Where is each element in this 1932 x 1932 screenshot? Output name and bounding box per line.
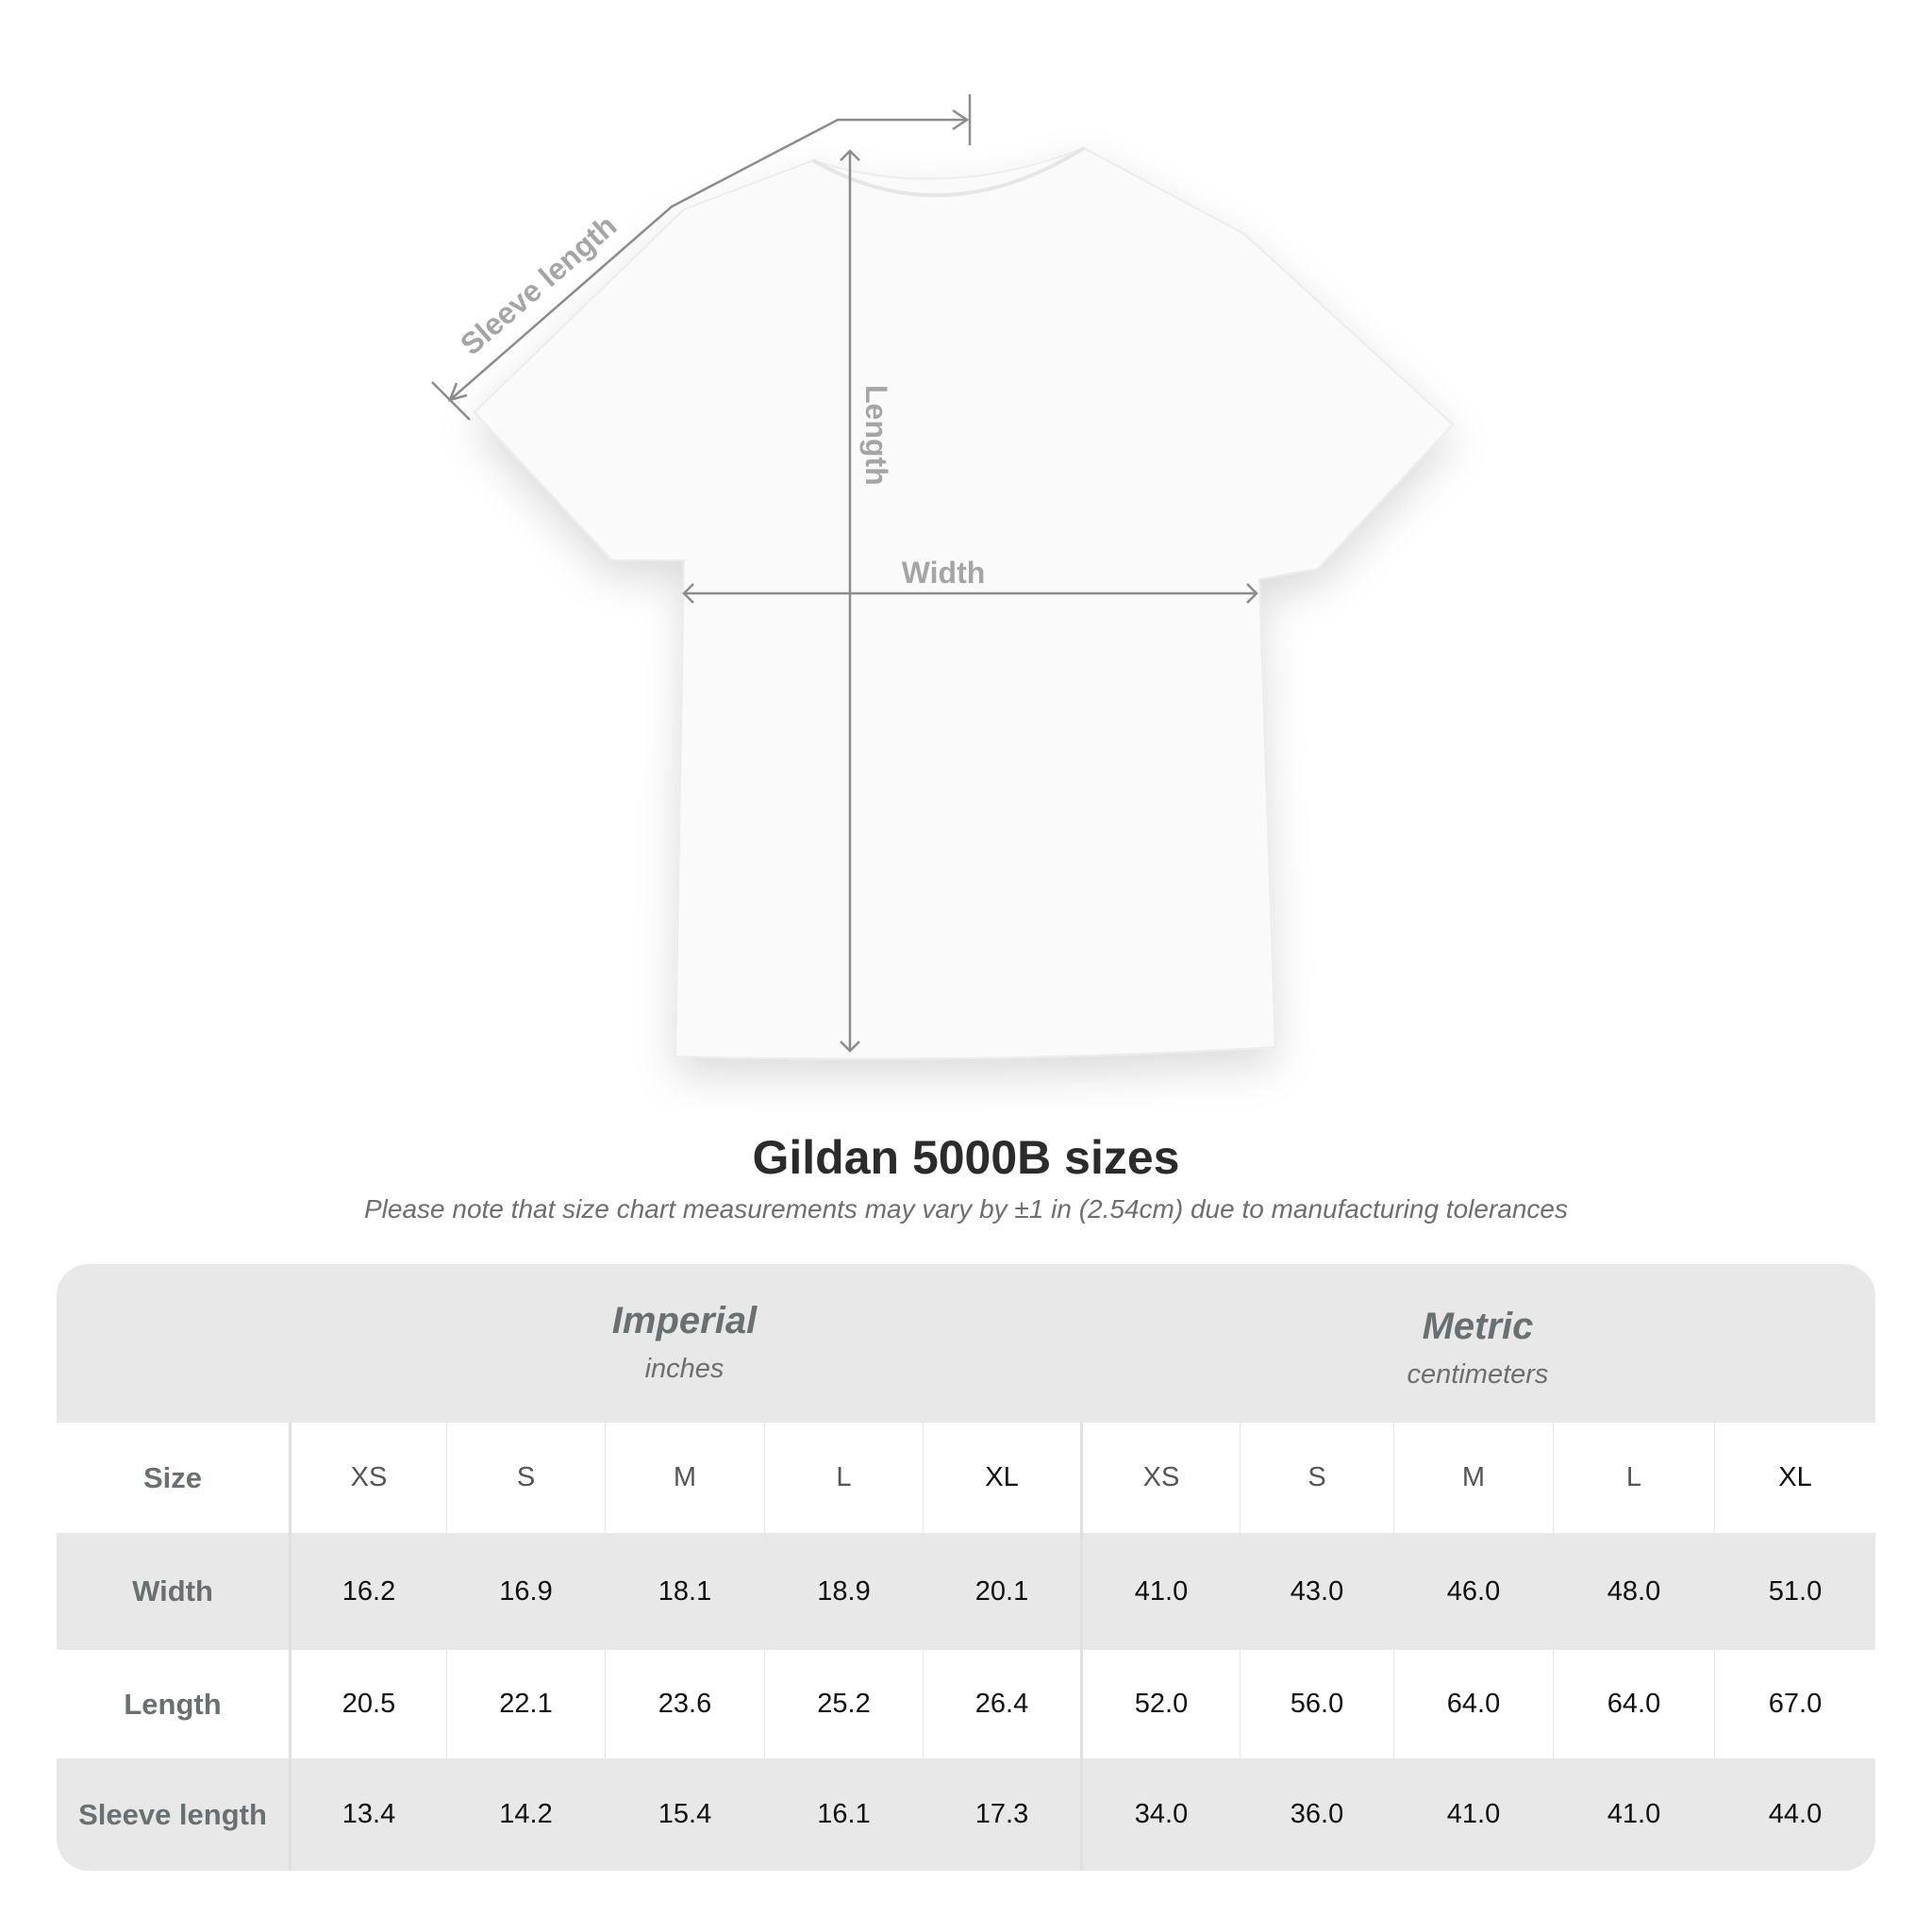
table-row: Sleeve length 13.4 14.2 15.4 16.1 17.3 34.0 36.… (57, 1758, 1875, 1871)
metric-unit: centimeters (1407, 1359, 1549, 1390)
size-header-cell: L (764, 1423, 923, 1533)
value-cell: 41.0 (1393, 1758, 1553, 1871)
size-header-cell: S (1240, 1423, 1393, 1533)
value-cell: 36.0 (1240, 1758, 1393, 1871)
value-cell: 17.3 (923, 1758, 1080, 1871)
value-cell: 64.0 (1393, 1650, 1553, 1758)
value-cell: 15.4 (605, 1758, 764, 1871)
size-header-cell: XS (289, 1423, 446, 1533)
length-label: Length (859, 385, 893, 486)
imperial-unit: inches (644, 1354, 724, 1384)
metric-header: Metric centimeters (1080, 1264, 1875, 1464)
value-cell: 41.0 (1080, 1533, 1240, 1650)
size-header-cell: S (446, 1423, 605, 1533)
size-header-cell: M (1393, 1423, 1553, 1533)
measure-arrows (431, 94, 1258, 1053)
value-cell: 41.0 (1553, 1758, 1714, 1871)
row-label: Sleeve length (78, 1797, 267, 1831)
size-header-cell: XL (923, 1423, 1080, 1533)
value-cell: 25.2 (764, 1650, 923, 1758)
value-cell: 46.0 (1393, 1533, 1553, 1650)
value-cell: 16.2 (289, 1533, 446, 1650)
size-header-cell: XL (1714, 1423, 1875, 1533)
imperial-header: Imperial inches (289, 1264, 1080, 1458)
size-table: Imperial inches Metric centimeters Size X… (57, 1264, 1875, 1871)
size-header-cell: M (605, 1423, 764, 1533)
row-label: Width (132, 1574, 213, 1607)
width-label: Width (902, 556, 986, 590)
value-cell: 26.4 (923, 1650, 1080, 1758)
tolerance-note: Please note that size chart measurements… (364, 1194, 1568, 1224)
value-cell: 20.1 (923, 1533, 1080, 1650)
page-title: Gildan 5000B sizes (752, 1131, 1180, 1184)
value-cell: 13.4 (289, 1758, 446, 1871)
value-cell: 56.0 (1240, 1650, 1393, 1758)
value-cell: 34.0 (1080, 1758, 1240, 1871)
tshirt-diagram: Sleeve length Length Width (431, 94, 1455, 1060)
value-cell: 48.0 (1553, 1533, 1714, 1650)
value-cell: 51.0 (1714, 1533, 1875, 1650)
value-cell: 16.1 (764, 1758, 923, 1871)
value-cell: 52.0 (1080, 1650, 1240, 1758)
tshirt-shape (473, 146, 1455, 1060)
value-cell: 22.1 (446, 1650, 605, 1758)
row-label: Length (124, 1687, 222, 1721)
value-cell: 43.0 (1240, 1533, 1393, 1650)
value-cell: 23.6 (605, 1650, 764, 1758)
value-cell: 16.9 (446, 1533, 605, 1650)
size-row: Size XS S M L XL XS S M L XL (57, 1423, 1875, 1533)
value-cell: 14.2 (446, 1758, 605, 1871)
size-header-cell: L (1553, 1423, 1714, 1533)
sleeve-arrow (449, 118, 967, 401)
table-row: Width 16.2 16.9 18.1 18.9 20.1 41.0 43.0 46.0 48.… (57, 1533, 1875, 1650)
table-row: Length 20.5 22.1 23.6 25.2 26.4 52.0 56.0 64.0 64… (57, 1650, 1875, 1758)
size-header-cell: XS (1080, 1423, 1240, 1533)
metric-label: Metric (1422, 1306, 1534, 1347)
value-cell: 64.0 (1553, 1650, 1714, 1758)
value-cell: 44.0 (1714, 1758, 1875, 1871)
row-label: Size (142, 1460, 203, 1494)
value-cell: 18.9 (764, 1533, 923, 1650)
value-cell: 20.5 (289, 1650, 446, 1758)
value-cell: 67.0 (1714, 1650, 1875, 1758)
imperial-label: Imperial (611, 1300, 758, 1341)
value-cell: 18.1 (605, 1533, 764, 1650)
